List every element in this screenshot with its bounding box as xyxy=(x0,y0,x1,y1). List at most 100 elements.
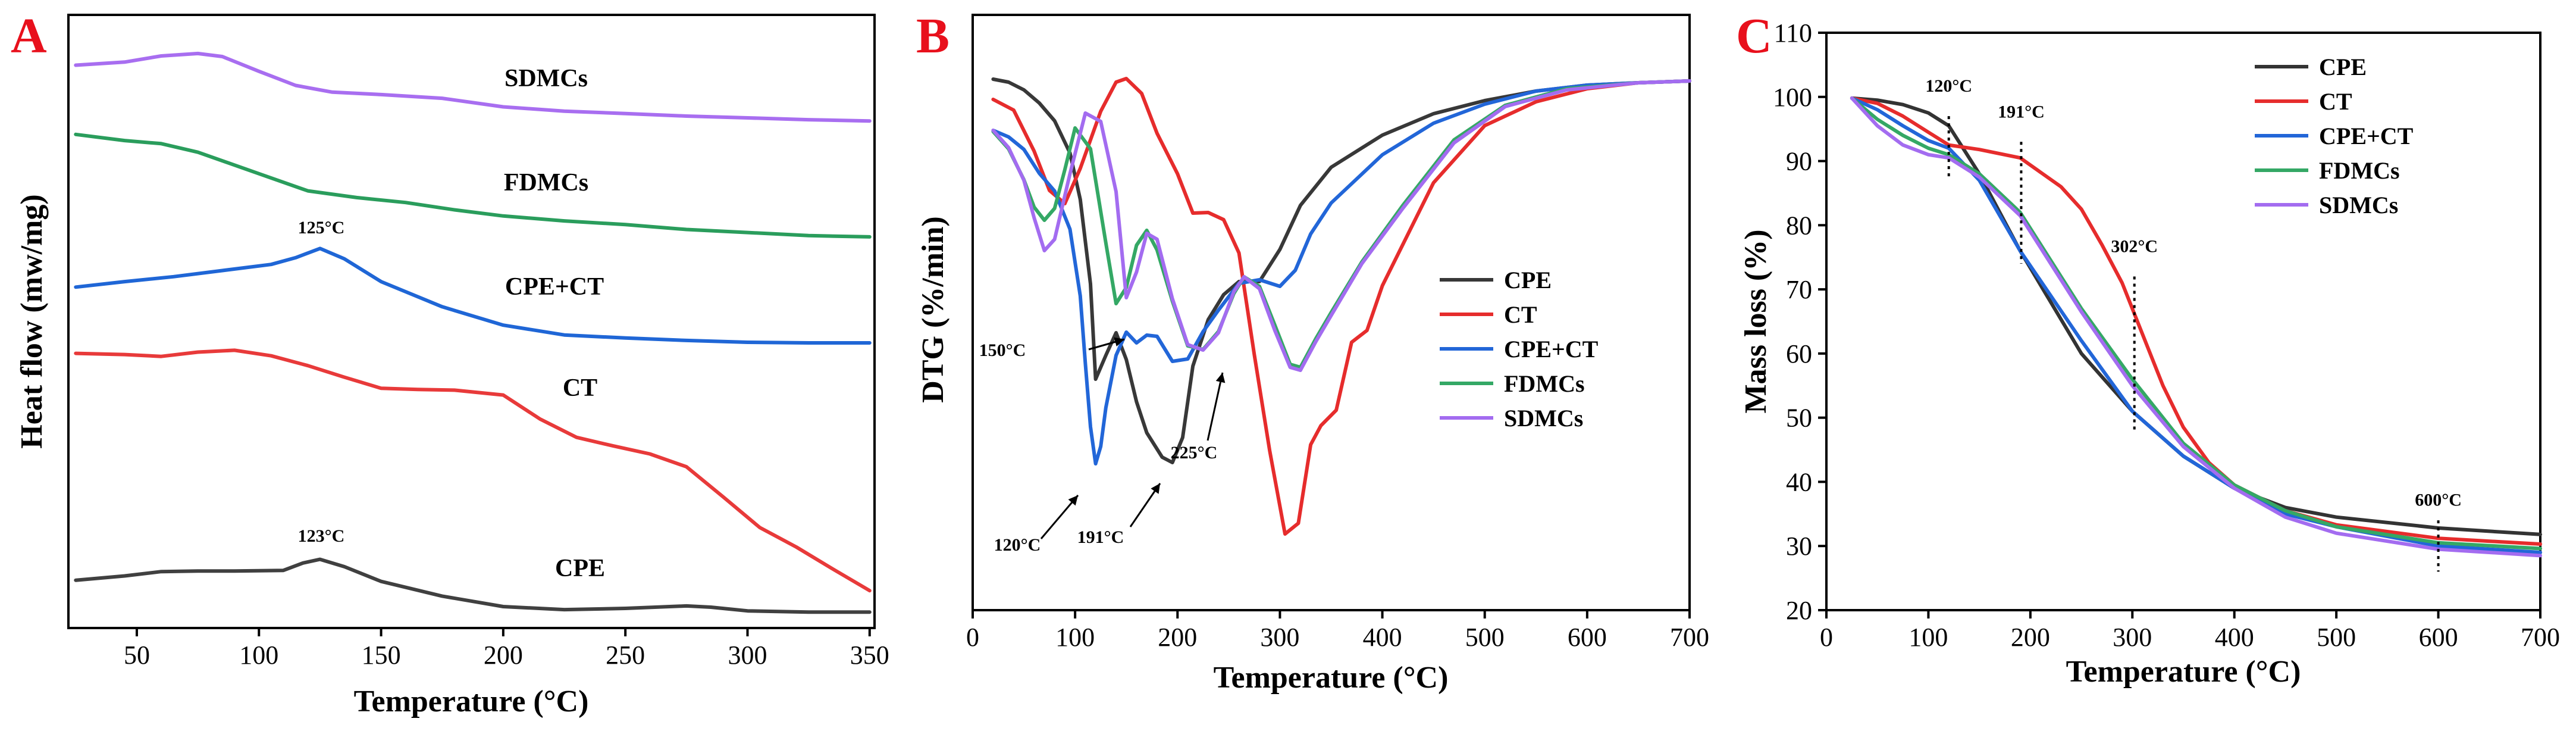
panel-b-series xyxy=(991,77,1691,536)
x-tick-label: 600 xyxy=(2419,623,2458,652)
legend-label: SDMCs xyxy=(2319,192,2398,218)
series-line-cpe-ct xyxy=(74,246,872,345)
panel-c-y-axis-title: Mass loss (%) xyxy=(1739,229,1773,413)
series-line-sdmcs xyxy=(1850,96,2542,558)
panel-c-y-ticks: 20 30 40 50 60 70 80 90 100 110 xyxy=(1773,18,1826,625)
panel-c-x-ticks: 0 100 200 300 400 500 600 700 xyxy=(1820,610,2560,652)
legend-label: CT xyxy=(2319,88,2352,115)
x-tick-label: 250 xyxy=(606,641,645,670)
annotation-label: 120°C xyxy=(1925,76,1972,96)
y-tick-label: 50 xyxy=(1786,404,1812,433)
series-label: CPE xyxy=(555,555,605,582)
panel-c-legend: CPE CT CPE+CT FDMCs SDMCs xyxy=(2255,54,2414,218)
panel-b: B 0 100 200 300 400 500 600 700 150°C 120°C 191°C… xyxy=(916,8,1709,695)
x-tick-label: 100 xyxy=(1055,623,1095,652)
x-tick-label: 500 xyxy=(1465,623,1505,652)
x-tick-label: 100 xyxy=(239,641,278,670)
series-line-sdmcs xyxy=(74,51,872,123)
annotation-label: 123°C xyxy=(298,526,345,546)
legend-label: CPE xyxy=(2319,54,2367,80)
x-tick-label: 500 xyxy=(2317,623,2356,652)
series-line-ct xyxy=(74,348,872,593)
panel-a: A SDMCs FDMCs CPE+CT CT CPE 50 100 150 200 250 30… xyxy=(11,8,889,718)
panel-b-annotations: 150°C 120°C 191°C 225°C xyxy=(979,337,1226,555)
y-tick-label: 30 xyxy=(1786,532,1812,561)
x-tick-label: 0 xyxy=(1820,623,1833,652)
series-line-cpe xyxy=(991,77,1691,464)
panel-a-y-axis-title: Heat flow (mw/mg) xyxy=(15,194,49,448)
annotation-label: 302°C xyxy=(2111,237,2158,257)
panel-c-annotations: 120°C 191°C 302°C 600°C xyxy=(1925,76,2462,572)
annotation-label: 600°C xyxy=(2415,490,2462,510)
panel-c: C 0 100 200 300 400 500 600 700 20 30 40 50 60 70 80 9… xyxy=(1736,8,2560,689)
panel-a-plot-frame xyxy=(67,14,876,629)
series-label: FDMCs xyxy=(504,169,588,196)
legend-label: CPE xyxy=(1504,267,1552,293)
x-tick-label: 350 xyxy=(850,641,889,670)
panel-c-letter: C xyxy=(1736,8,1772,64)
legend-label: FDMCs xyxy=(2319,157,2400,184)
panel-c-series xyxy=(1850,96,2542,558)
series-label: CPE+CT xyxy=(505,273,604,301)
panel-c-x-axis-title: Temperature (°C) xyxy=(2066,655,2301,689)
x-tick-label: 600 xyxy=(1568,623,1607,652)
panel-a-x-axis-title: Temperature (°C) xyxy=(354,685,589,718)
panel-a-letter: A xyxy=(11,8,47,64)
series-label: CT xyxy=(563,374,597,402)
y-tick-label: 40 xyxy=(1786,467,1812,496)
y-tick-label: 110 xyxy=(1774,18,1812,48)
x-tick-label: 700 xyxy=(2521,623,2560,652)
panel-a-x-ticks: 50 100 150 200 250 300 350 xyxy=(124,628,889,670)
annotation-arrow xyxy=(1206,372,1224,441)
panel-b-plot-frame xyxy=(972,14,1691,611)
annotation-label: 125°C xyxy=(298,218,345,238)
panel-b-y-axis-title: DTG (%/min) xyxy=(916,216,950,402)
panel-a-annotations: 125°C 123°C xyxy=(298,218,345,546)
y-tick-label: 60 xyxy=(1786,339,1812,368)
annotation-label: 191°C xyxy=(1077,527,1124,547)
series-line-ct xyxy=(1850,96,2542,546)
x-tick-label: 200 xyxy=(484,641,523,670)
annotation-label: 191°C xyxy=(1998,102,2045,121)
series-line-fdmcs xyxy=(74,132,872,239)
x-tick-label: 100 xyxy=(1909,623,1948,652)
panel-b-x-ticks: 0 100 200 300 400 500 600 700 xyxy=(966,610,1709,652)
y-tick-label: 100 xyxy=(1773,83,1812,112)
series-label: SDMCs xyxy=(504,65,588,92)
legend-label: CPE+CT xyxy=(1504,336,1599,363)
x-tick-label: 400 xyxy=(2215,623,2254,652)
x-tick-label: 50 xyxy=(124,641,150,670)
x-tick-label: 400 xyxy=(1363,623,1402,652)
y-tick-label: 20 xyxy=(1786,596,1812,625)
series-line-cpe-ct xyxy=(1850,96,2542,554)
series-line-fdmcs xyxy=(1850,96,2542,551)
y-tick-label: 80 xyxy=(1786,211,1812,240)
y-tick-label: 90 xyxy=(1786,147,1812,176)
annotation-arrowhead xyxy=(1068,495,1078,506)
panel-b-x-axis-title: Temperature (°C) xyxy=(1214,661,1449,695)
annotation-label: 120°C xyxy=(994,535,1041,555)
annotation-arrowhead xyxy=(1215,373,1226,383)
series-line-ct xyxy=(991,77,1691,536)
series-line-cpe xyxy=(74,557,872,614)
annotation-arrowhead xyxy=(1114,337,1124,347)
panel-b-letter: B xyxy=(916,8,949,64)
legend-label: CT xyxy=(1504,301,1537,328)
x-tick-label: 150 xyxy=(362,641,401,670)
panel-c-plot-frame xyxy=(1825,32,2541,611)
x-tick-label: 200 xyxy=(1158,623,1197,652)
y-tick-label: 70 xyxy=(1786,275,1812,304)
annotation-label: 225°C xyxy=(1171,443,1218,463)
x-tick-label: 700 xyxy=(1670,623,1709,652)
x-tick-label: 200 xyxy=(2011,623,2050,652)
panel-a-series: SDMCs FDMCs CPE+CT CT CPE xyxy=(74,51,872,614)
x-tick-label: 300 xyxy=(728,641,767,670)
legend-label: SDMCs xyxy=(1504,405,1583,432)
series-line-cpe-ct xyxy=(991,79,1691,466)
legend-label: CPE+CT xyxy=(2319,123,2414,149)
legend-label: FDMCs xyxy=(1504,370,1585,397)
annotation-arrowhead xyxy=(1151,483,1160,494)
x-tick-label: 300 xyxy=(2113,623,2152,652)
series-line-cpe xyxy=(1850,96,2542,536)
